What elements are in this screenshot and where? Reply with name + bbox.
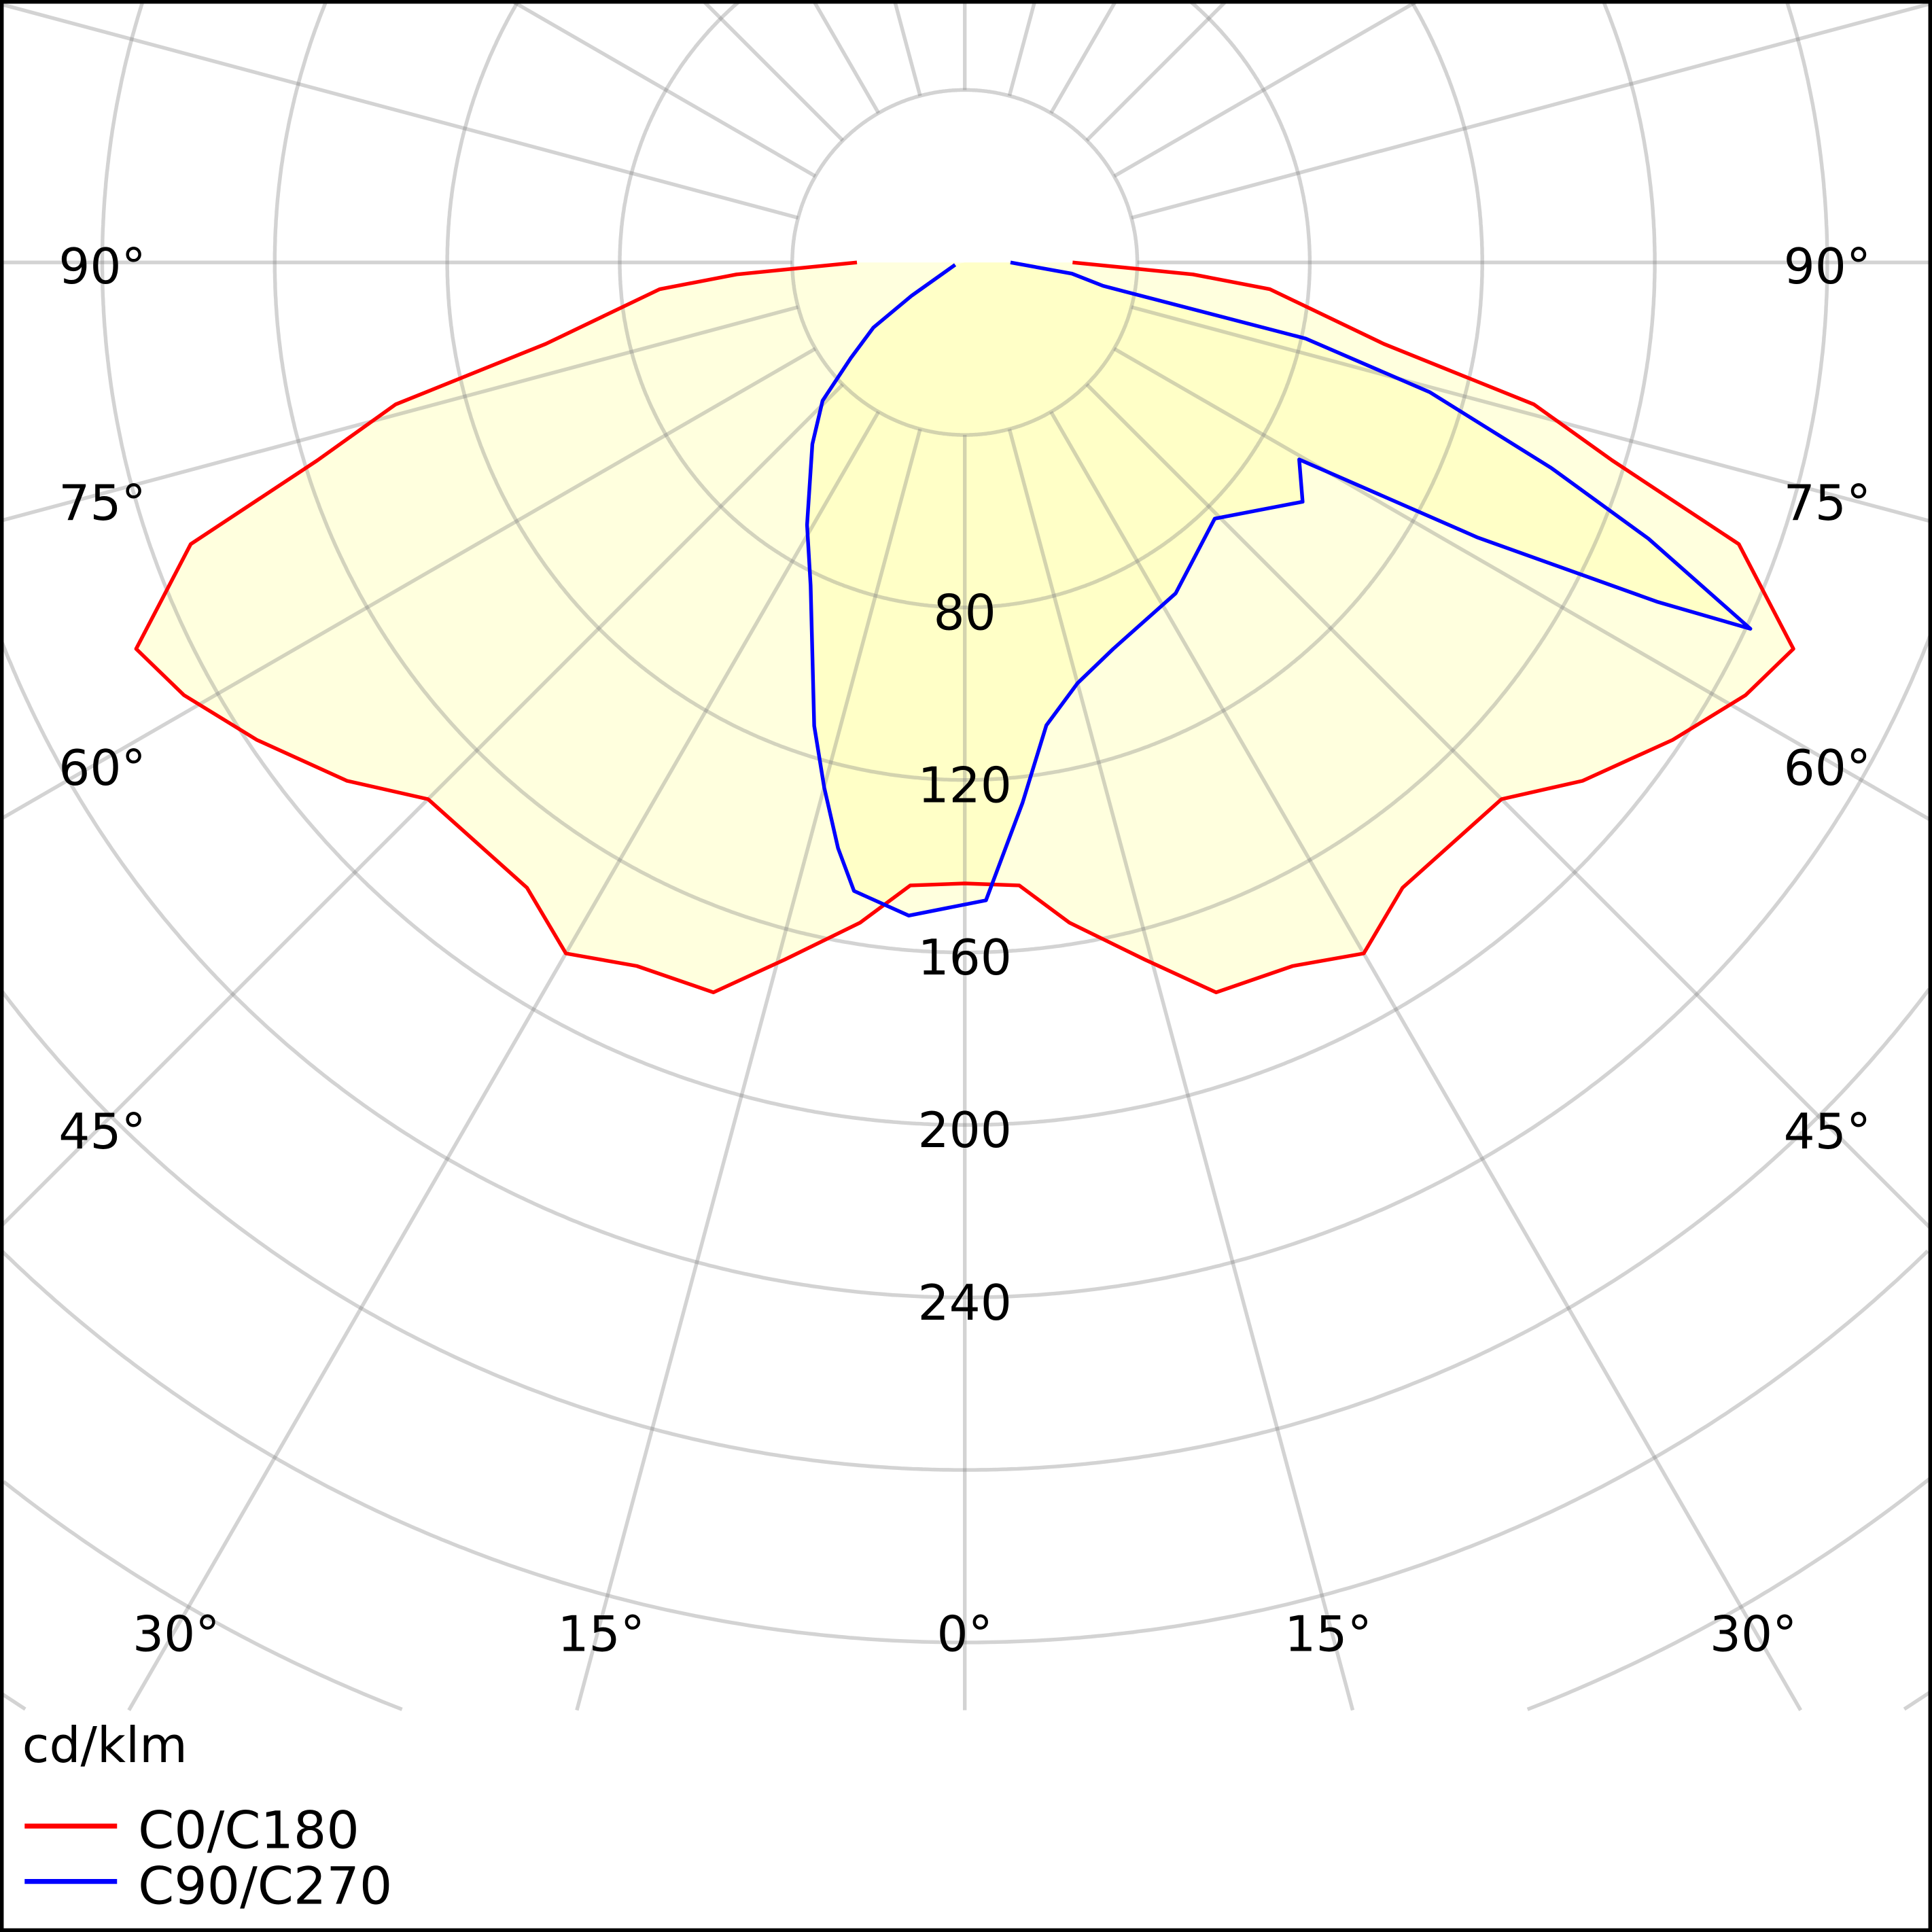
angle-tick-label: 30° xyxy=(1710,1606,1797,1664)
grid-ring-160 xyxy=(273,0,1657,955)
angle-tick-label: 15° xyxy=(558,1606,646,1664)
grid-spoke-45 xyxy=(1085,383,1932,1231)
grid-ring-40 xyxy=(790,88,1140,437)
angle-tick-label: 90° xyxy=(58,239,146,296)
angle-tick-label: 75° xyxy=(58,475,146,532)
grid-ring-400 xyxy=(0,1691,1931,1711)
series-fill-1 xyxy=(807,262,1751,916)
polar-grid xyxy=(0,0,1932,1711)
angle-tick-label: 90° xyxy=(1784,239,1872,296)
grid-spoke-150 xyxy=(1049,0,1119,114)
grid-spoke-225 xyxy=(701,0,845,142)
grid-ring-320 xyxy=(0,1249,1929,1645)
grid-spoke-75 xyxy=(1131,305,1932,524)
grid-spoke-165 xyxy=(1007,0,1037,96)
angle-tick-label: 60° xyxy=(1784,740,1872,797)
legend-label-0: C0/C180 xyxy=(138,1800,359,1861)
grid-spoke-30 xyxy=(1049,410,1803,1711)
grid-spoke-195 xyxy=(892,0,922,96)
grid-ring-240 xyxy=(0,632,1932,1299)
series-fills xyxy=(136,262,1794,993)
angle-tick-label: 60° xyxy=(58,740,146,797)
radial-tick-label: 160 xyxy=(917,930,1011,987)
legend-label-1: C90/C270 xyxy=(138,1855,392,1916)
series-line-C0/C180 xyxy=(134,260,1795,995)
grid-spoke-120 xyxy=(1113,0,1420,178)
grid-spoke-210 xyxy=(811,0,881,114)
grid-spoke-105 xyxy=(1131,1,1932,220)
grid-spoke-315 xyxy=(0,383,845,1229)
grid-spoke-15 xyxy=(1007,428,1355,1711)
axis-labels: 80 120 160 200 240 90° 90° 75° 75° 60° 60° 45° 45° 30… xyxy=(58,239,1871,1664)
grid-spoke-285 xyxy=(0,305,799,523)
angle-tick-label: 45° xyxy=(1784,1104,1872,1161)
series-lines xyxy=(134,260,1795,995)
plot-area xyxy=(0,0,1932,1711)
grid-spoke-255 xyxy=(0,2,799,220)
radial-tick-label: 200 xyxy=(917,1102,1011,1159)
angle-tick-label: 75° xyxy=(1784,475,1872,532)
radial-tick-label: 80 xyxy=(934,585,996,642)
grid-spoke-330 xyxy=(127,410,881,1711)
series-line-C90/C270 xyxy=(805,260,1753,918)
grid-spoke-60 xyxy=(1113,347,1932,823)
grid-ring-120 xyxy=(445,1,1484,782)
angle-tick-label: 30° xyxy=(133,1606,220,1664)
grid-spoke-135 xyxy=(1085,0,1229,142)
grid-ring-80 xyxy=(618,0,1312,610)
angle-tick-label: 0° xyxy=(936,1606,992,1664)
radial-tick-label: 240 xyxy=(917,1275,1011,1332)
grid-ring-360 xyxy=(2,1476,1932,1711)
angle-tick-label: 15° xyxy=(1284,1606,1372,1664)
grid-spoke-345 xyxy=(575,428,922,1711)
unit-label: cd/klm xyxy=(22,1717,188,1774)
grid-ring-280 xyxy=(0,987,1931,1472)
grid-spoke-300 xyxy=(0,347,817,822)
grid-spoke-240 xyxy=(509,0,817,178)
series-fill-0 xyxy=(136,262,1794,993)
radial-tick-label: 120 xyxy=(917,757,1011,814)
grid-ring-200 xyxy=(100,2,1829,1127)
angle-tick-label: 45° xyxy=(58,1104,146,1161)
